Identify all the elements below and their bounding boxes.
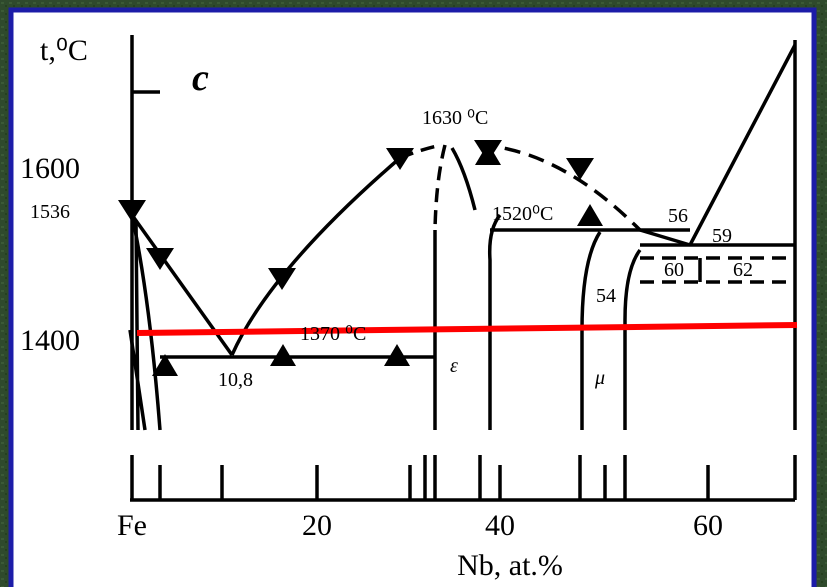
- red-line: [136, 322, 798, 336]
- annotation: 62: [733, 259, 753, 281]
- annotation: 1630 ⁰C: [422, 107, 488, 129]
- y-axis-label: t,⁰C: [40, 34, 88, 67]
- annotation: ε: [450, 355, 458, 377]
- panel-label: c: [192, 57, 209, 99]
- annotation: μ: [594, 367, 605, 389]
- annotation: 56: [668, 205, 688, 227]
- y-tick-label: 1400: [20, 324, 80, 357]
- x-tick-label: 20: [302, 509, 332, 542]
- x-tick-label: 60: [693, 509, 723, 542]
- y-tick-label: 1600: [20, 152, 80, 185]
- x-tick-label: 40: [485, 509, 515, 542]
- annotation: 10,8: [218, 369, 253, 391]
- x-axis-label: Nb, at.%: [457, 549, 563, 582]
- x-tick-label: Fe: [117, 509, 147, 542]
- annotation: 54: [596, 285, 616, 307]
- diagram-lines: [128, 35, 797, 502]
- annotation: 1520⁰C: [492, 203, 553, 225]
- annotation: 59: [712, 225, 732, 247]
- annotation: 60: [664, 259, 684, 281]
- annotation: 1370 ⁰C: [300, 323, 366, 345]
- y-tick-label: 1536: [30, 201, 70, 223]
